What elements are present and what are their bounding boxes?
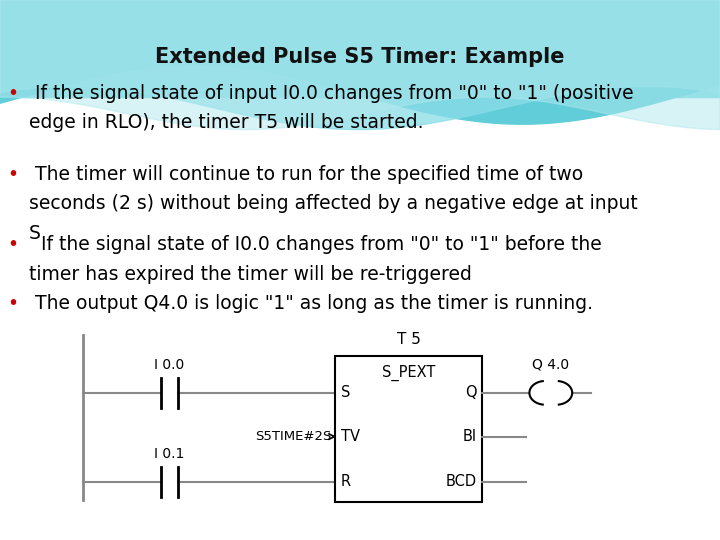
Bar	[335, 356, 482, 502]
Text: •: •	[7, 84, 18, 103]
Text: timer has expired the timer will be re-triggered: timer has expired the timer will be re-t…	[29, 265, 472, 284]
Text: Q 4.0: Q 4.0	[532, 357, 570, 372]
Text: If the signal state of input I0.0 changes from "0" to "1" (positive: If the signal state of input I0.0 change…	[29, 84, 634, 103]
Text: If the signal state of I0.0 changes from "0" to "1" before the: If the signal state of I0.0 changes from…	[29, 235, 601, 254]
Bar	[0, 0, 720, 49]
Text: S: S	[341, 386, 350, 400]
Polygon shape	[0, 0, 720, 130]
Text: BCD: BCD	[446, 474, 477, 489]
Text: The timer will continue to run for the specified time of two: The timer will continue to run for the s…	[29, 165, 583, 184]
Text: BI: BI	[462, 429, 477, 444]
Text: TV: TV	[341, 429, 359, 444]
Text: The output Q4.0 is logic "1" as long as the timer is running.: The output Q4.0 is logic "1" as long as …	[29, 294, 593, 313]
Text: S: S	[29, 224, 40, 243]
Text: •: •	[7, 294, 18, 313]
Polygon shape	[0, 0, 720, 130]
Bar	[0, 0, 720, 97]
Text: Extended Pulse S5 Timer: Example: Extended Pulse S5 Timer: Example	[156, 46, 564, 67]
Text: I 0.0: I 0.0	[154, 359, 184, 373]
Polygon shape	[0, 0, 720, 124]
Text: S5TIME#2S: S5TIME#2S	[255, 430, 331, 443]
Text: T 5: T 5	[397, 332, 420, 347]
Text: •: •	[7, 235, 18, 254]
Text: •: •	[7, 165, 18, 184]
Text: R: R	[341, 474, 351, 489]
Text: seconds (2 s) without being affected by a negative edge at input: seconds (2 s) without being affected by …	[29, 194, 637, 213]
Text: edge in RLO), the timer T5 will be started.: edge in RLO), the timer T5 will be start…	[29, 113, 423, 132]
Text: Q: Q	[465, 386, 477, 400]
Text: S_PEXT: S_PEXT	[382, 364, 436, 381]
Text: I 0.1: I 0.1	[154, 447, 184, 461]
